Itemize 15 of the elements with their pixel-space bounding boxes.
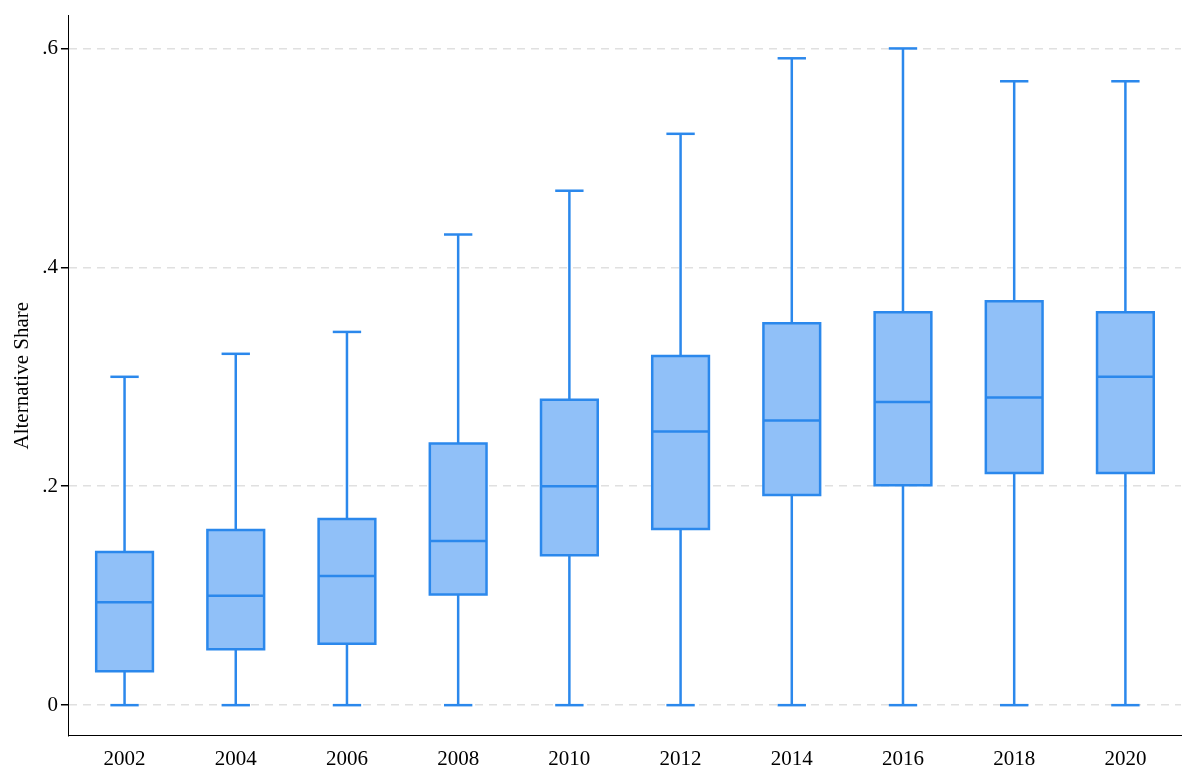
y-axis-title: Alternative Share bbox=[9, 301, 34, 450]
x-tick-label: 2006 bbox=[325, 745, 368, 770]
x-tick-label: 2010 bbox=[548, 745, 591, 770]
x-tick-label: 2016 bbox=[881, 745, 924, 770]
y-tick-label: .4 bbox=[42, 253, 59, 278]
x-tick-label: 2008 bbox=[437, 745, 480, 770]
y-tick-label: 0 bbox=[47, 691, 58, 716]
x-tick-label: 2004 bbox=[214, 745, 258, 770]
y-tick-label: .2 bbox=[42, 472, 58, 497]
x-tick-label: 2014 bbox=[770, 745, 814, 770]
x-tick-label: 2018 bbox=[993, 745, 1036, 770]
x-tick-label: 2020 bbox=[1104, 745, 1147, 770]
x-tick-label: 2002 bbox=[103, 745, 146, 770]
y-tick-label: .6 bbox=[42, 34, 58, 59]
x-tick-label: 2012 bbox=[659, 745, 702, 770]
